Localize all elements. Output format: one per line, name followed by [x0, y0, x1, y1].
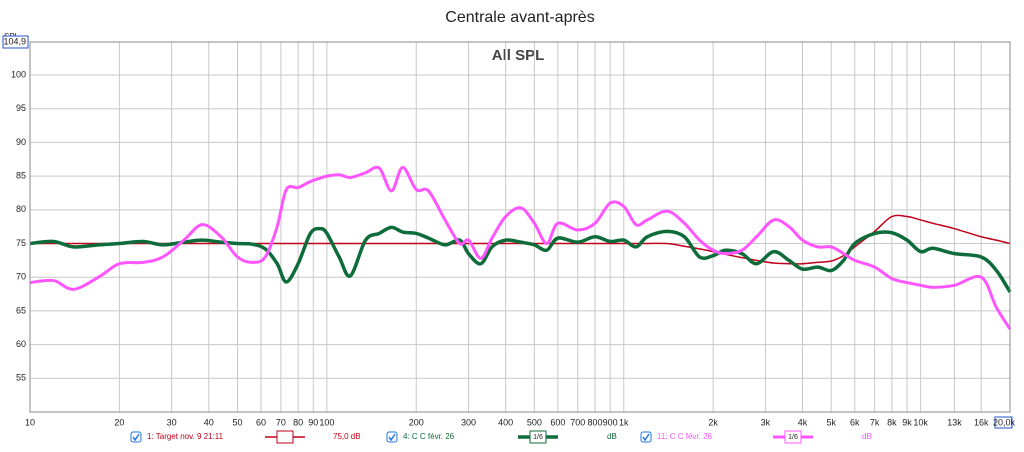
- x-tick-label: 16k: [974, 417, 989, 427]
- y-tick-label: 75: [16, 238, 26, 248]
- legend-offset: 75,0 dB: [333, 432, 361, 441]
- y-tick-label: 90: [16, 137, 26, 147]
- y-tick-label: 100: [11, 69, 26, 79]
- x-tick-label: 700: [570, 417, 585, 427]
- x-tick-label: 60: [256, 417, 266, 427]
- legend-offset: dB: [862, 432, 872, 441]
- plot-frame: [29, 41, 1011, 413]
- legend-label: 1: Target nov. 9 21:11: [147, 432, 224, 441]
- x-tick-label: 5k: [827, 417, 837, 427]
- x-tick-label: 500: [527, 417, 542, 427]
- x-tick-label: 3k: [761, 417, 771, 427]
- x-tick-label: 10k: [913, 417, 928, 427]
- x-tick-label: 40: [204, 417, 214, 427]
- legend-checkbox[interactable]: [130, 431, 142, 443]
- x-tick-label: 200: [409, 417, 424, 427]
- y-tick-label: 65: [16, 305, 26, 315]
- y-tick-label: 55: [16, 373, 26, 383]
- legend-label: 4: C C févr. 26: [403, 432, 455, 441]
- series-line: [29, 225, 1012, 293]
- x-tick-label: 100: [319, 417, 334, 427]
- legend-smoothing-box: [276, 430, 294, 444]
- x-tick-label: 10: [25, 417, 35, 427]
- x-tick-label: 2k: [708, 417, 718, 427]
- x-tick-label: 50: [233, 417, 243, 427]
- legend-smoothing-box: [529, 430, 547, 444]
- x-tick-label: 7k: [870, 417, 880, 427]
- x-tick-label: 1k: [619, 417, 629, 427]
- series-line: [29, 165, 1012, 330]
- x-tick-label: 6k: [850, 417, 860, 427]
- legend-smoothing: 1/6: [788, 434, 798, 441]
- y-tick-label: 60: [16, 339, 26, 349]
- x-tick-label: 300: [461, 417, 476, 427]
- y-tick-box: [2, 35, 29, 49]
- x-tick-label: 900: [603, 417, 618, 427]
- x-tick-label: 20: [114, 417, 124, 427]
- legend-smoothing-box: [784, 430, 802, 444]
- chart-subtitle: All SPL: [492, 47, 545, 64]
- y-tick-label: 95: [16, 103, 26, 113]
- legend-check: [388, 433, 396, 442]
- legend-offset: dB: [607, 432, 617, 441]
- x-tick-label: 80: [293, 417, 303, 427]
- x-tick-label: 70: [276, 417, 286, 427]
- y-tick-label: 70: [16, 272, 26, 282]
- x-tick-label: 8k: [887, 417, 897, 427]
- legend-checkbox[interactable]: [386, 431, 398, 443]
- y-tick-label: 104,9: [3, 36, 26, 46]
- legend-smoothing: 1/6: [533, 434, 543, 441]
- legend-checkbox[interactable]: [640, 431, 652, 443]
- y-tick-label: 80: [16, 204, 26, 214]
- x-tick-label: 13k: [947, 417, 962, 427]
- x-tick-label: 600: [550, 417, 565, 427]
- y-tick-label: 85: [16, 170, 26, 180]
- x-tick-box: [994, 416, 1013, 429]
- x-tick-label: 9k: [902, 417, 912, 427]
- x-tick-label: 30: [167, 417, 177, 427]
- x-tick-label: 20,0k: [993, 417, 1016, 427]
- legend-check: [642, 433, 650, 442]
- legend-check: [132, 433, 140, 442]
- legend-label: 11: C C févr. 26: [657, 432, 713, 441]
- x-tick-label: 800: [587, 417, 602, 427]
- chart-title: Centrale avant-après: [445, 9, 594, 26]
- x-tick-label: 4k: [798, 417, 808, 427]
- x-tick-label: 400: [498, 417, 513, 427]
- x-tick-label: 90: [308, 417, 318, 427]
